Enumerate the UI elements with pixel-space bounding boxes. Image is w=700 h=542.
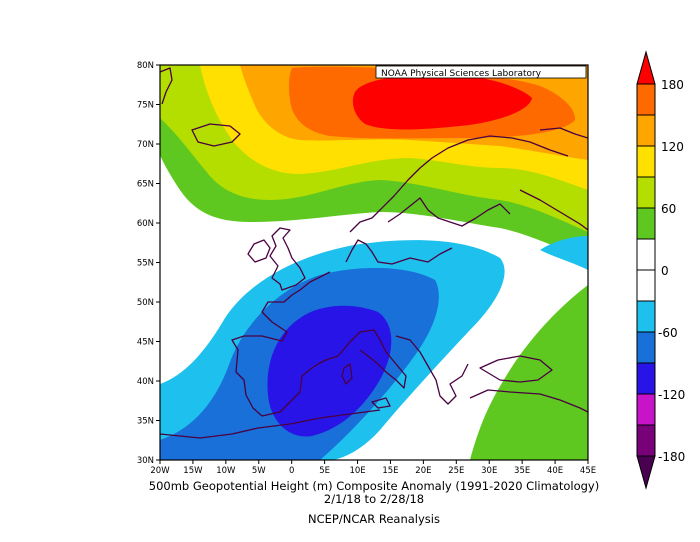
lon-tick-label: 25E [448, 466, 464, 476]
lat-tick-label: 45N [137, 338, 154, 348]
colorbar-segment-minus180-150 [636, 424, 656, 457]
lat-tick-label: 55N [137, 259, 154, 269]
lat-tick-label: 70N [137, 140, 154, 150]
colorbar-label-120: 120 [661, 140, 684, 154]
colorbar-label-minus120: -120 [658, 388, 685, 402]
lon-tick-label: 20W [150, 466, 170, 476]
credit-box [375, 65, 587, 79]
lon-tick-label: 5W [252, 466, 266, 476]
caption-source: NCEP/NCAR Reanalysis [308, 512, 440, 526]
colorbar-label-minus180: -180 [658, 450, 685, 464]
colorbar-segment-minus60-30 [636, 300, 656, 333]
caption-variable-title: 500mb Geopotential Height (m) Composite … [148, 479, 600, 493]
colorbar-label-60: 60 [661, 202, 676, 216]
colorbar-segment-minus30-0 [636, 269, 656, 302]
lat-tick-label: 65N [137, 180, 154, 190]
lon-tick-label: 20E [415, 466, 431, 476]
colorbar-top-arrow [636, 50, 656, 85]
colorbar-segment-60-90 [636, 176, 656, 209]
band-minus30-0-east [540, 236, 588, 270]
lat-tick-label: 30N [137, 456, 154, 466]
colorbar-segment-150-180 [636, 83, 656, 116]
band-above-180 [352, 74, 532, 130]
band-minus90-60 [267, 305, 392, 437]
colorbar-segment-minus150-120 [636, 393, 656, 426]
map-panel [160, 65, 588, 460]
colorbar-label-180: 180 [661, 78, 684, 92]
lat-tick-label: 40N [137, 377, 154, 387]
lat-tick-label: 80N [137, 61, 154, 71]
lon-tick-label: 35E [514, 466, 530, 476]
colorbar-label-minus60: -60 [658, 326, 678, 340]
lon-tick-label: 10E [349, 466, 365, 476]
colorbar-segment-30-60 [636, 207, 656, 240]
latitude-axis: 30N 35N 40N 45N 50N 55N 60N 65N 70N 75N 80N [137, 61, 160, 466]
caption-date-range: 2/1/18 to 2/28/18 [323, 492, 425, 506]
lon-tick-label: 10W [216, 466, 236, 476]
lat-tick-label: 35N [137, 417, 154, 427]
colorbar-segment-120-150 [636, 114, 656, 147]
lat-tick-label: 75N [137, 101, 154, 111]
lon-tick-label: 0 [289, 466, 294, 476]
lon-tick-label: 15W [183, 466, 203, 476]
colorbar-segment-minus90-60 [636, 331, 656, 364]
band-30-60-southeast [470, 285, 588, 460]
colorbar-segment-90-120 [636, 145, 656, 178]
lon-tick-label: 15E [382, 466, 398, 476]
lon-tick-label: 40E [547, 466, 563, 476]
colorbar-segment-minus120-90 [636, 362, 656, 395]
colorbar: 180 120 60 0 -60 -120 -180 [636, 50, 685, 490]
lon-tick-label: 5E [319, 466, 330, 476]
colorbar-segment-0-30 [636, 238, 656, 271]
colorbar-label-0: 0 [661, 264, 669, 278]
lon-tick-label: 30E [481, 466, 497, 476]
lon-tick-label: 45E [580, 466, 596, 476]
coastlines [160, 67, 588, 439]
credit-text: NOAA Physical Sciences Laboratory [381, 69, 542, 79]
colorbar-bottom-arrow [636, 455, 656, 490]
longitude-axis: 20W 15W 10W 5W 0 5E 10E 15E 20E 25E 30E 35E 40E 45E [150, 460, 596, 476]
lat-tick-label: 60N [137, 219, 154, 229]
lat-tick-label: 50N [137, 298, 154, 308]
